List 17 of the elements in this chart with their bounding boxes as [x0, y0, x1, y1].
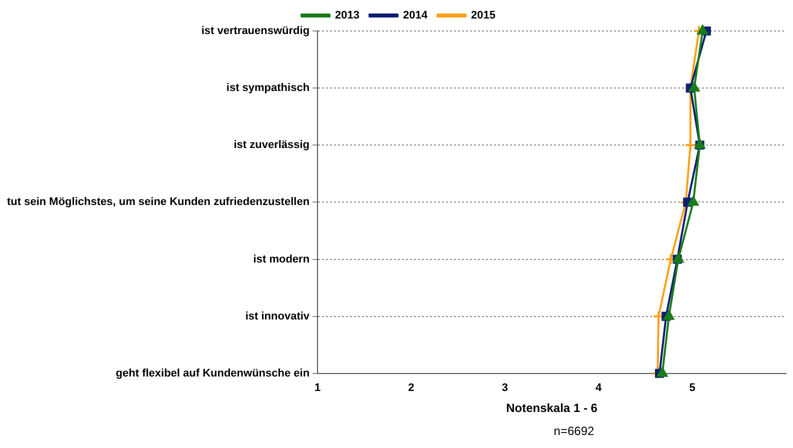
y-tick-label: ist vertrauenswürdig	[201, 25, 310, 38]
y-tick-label: ist innovativ	[245, 310, 310, 322]
x-tick-label: 2	[408, 382, 414, 394]
text: n=6692	[552, 424, 596, 438]
y-tick-label: ist modern	[253, 253, 310, 266]
legend-label: 2014	[403, 10, 428, 22]
x-tick-label: 5	[689, 382, 696, 394]
legend-label: 2015	[470, 10, 496, 22]
legend-label: 2013	[335, 10, 360, 22]
y-tick-label: ist zuverlässig	[234, 139, 310, 152]
x-tick-label: 1	[314, 382, 321, 394]
x-axis-title: Notenskala 1 - 6	[506, 401, 598, 416]
y-tick-label: tut sein Möglichstes, um seine Kunden zufriedenzustellen	[6, 196, 310, 208]
x-tick-label: 4	[596, 382, 603, 394]
y-tick-label: ist sympathisch	[226, 82, 310, 94]
x-tick-label: 3	[502, 382, 508, 394]
y-tick-label: geht flexibel auf Kundenwünsche ein	[116, 367, 310, 380]
